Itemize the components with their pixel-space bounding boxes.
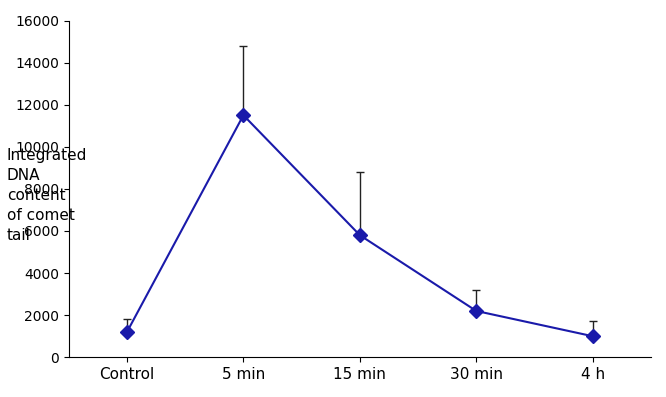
Text: Integrated
DNA
content
of comet
tail: Integrated DNA content of comet tail — [7, 148, 87, 243]
